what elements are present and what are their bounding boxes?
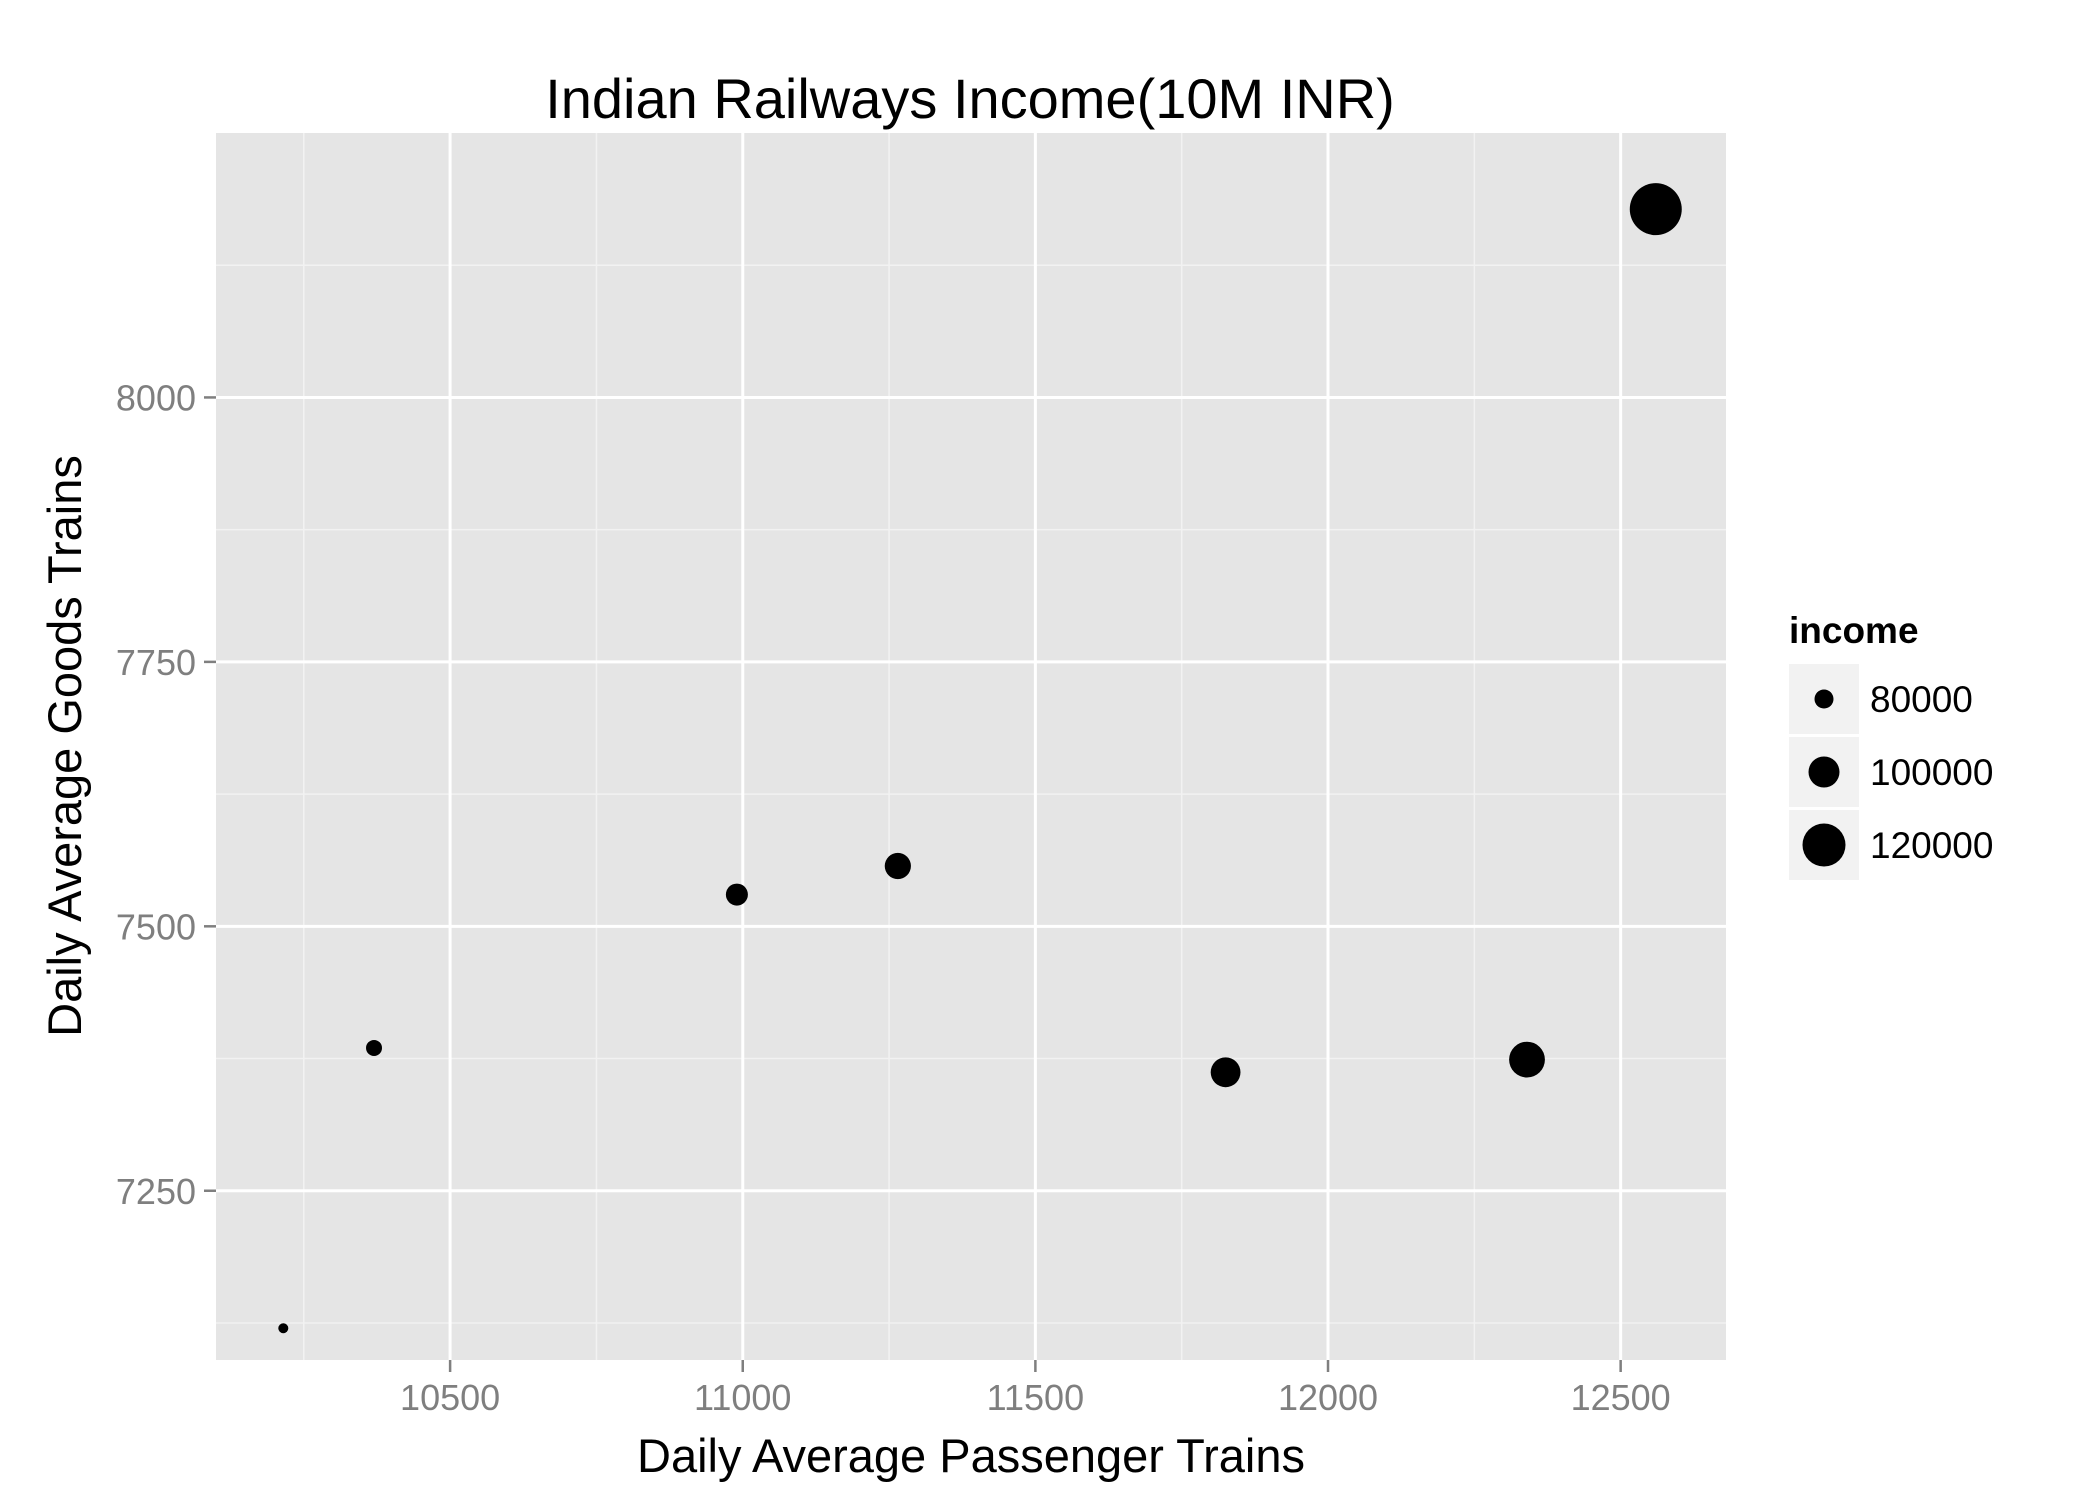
x-tick-label: 12500 [1571, 1377, 1671, 1418]
x-tick-label: 11500 [987, 1377, 1084, 1418]
x-axis: 10500 11000 11500 12000 12500 [400, 1360, 1671, 1418]
legend-marker [1802, 823, 1846, 867]
chart-title: Indian Railways Income(10M INR) [545, 67, 1395, 130]
x-tick-label: 11000 [694, 1377, 791, 1418]
data-point [1629, 183, 1682, 236]
y-tick-label: 7500 [116, 906, 196, 947]
data-point [884, 852, 911, 880]
legend-label: 80000 [1870, 679, 1973, 720]
x-tick-label: 10500 [400, 1377, 500, 1418]
y-tick-label: 7750 [116, 642, 196, 683]
legend-label: 120000 [1870, 825, 1993, 866]
y-tick-label: 7250 [116, 1171, 196, 1212]
y-axis-label: Daily Average Goods Trains [38, 455, 91, 1037]
y-tick-label: 8000 [116, 377, 196, 418]
legend-marker [1808, 756, 1840, 788]
legend-title: income [1789, 610, 1919, 651]
x-axis-label: Daily Average Passenger Trains [637, 1429, 1305, 1482]
minor-gridlines [216, 133, 1726, 1360]
data-point [1509, 1041, 1545, 1078]
y-axis: 7250 7500 7750 8000 [116, 377, 216, 1212]
plot-panel [216, 133, 1726, 1360]
data-point [366, 1039, 383, 1056]
data-point [1210, 1057, 1241, 1088]
major-gridlines [216, 133, 1726, 1360]
x-tick-label: 12000 [1278, 1377, 1378, 1418]
data-points [278, 183, 1682, 1334]
legend-marker [1814, 689, 1834, 709]
size-legend: income 80000 100000 120000 [1789, 610, 1993, 880]
legend-entries: 80000 100000 120000 [1789, 664, 1993, 880]
data-point [278, 1323, 289, 1334]
data-point [725, 883, 748, 906]
legend-label: 100000 [1870, 752, 1993, 793]
